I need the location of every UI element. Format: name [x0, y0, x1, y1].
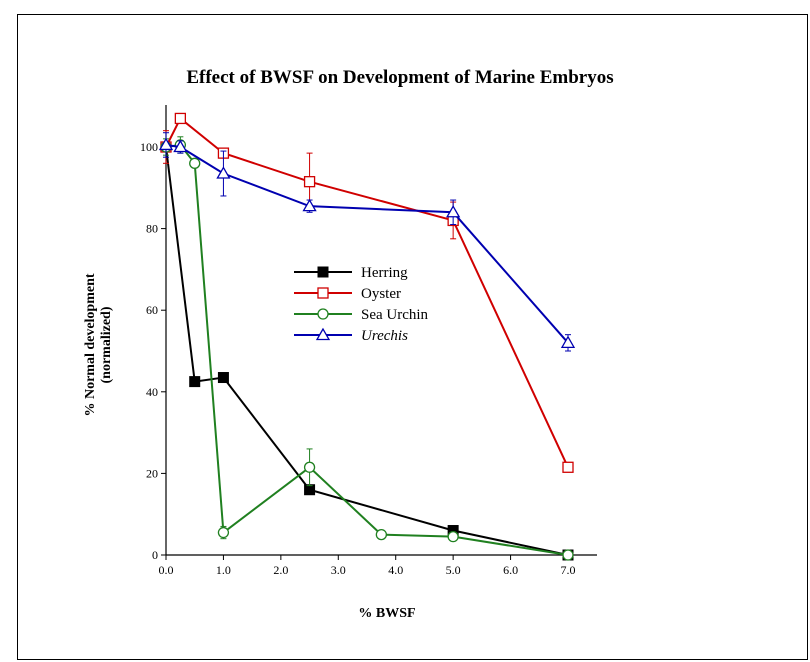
legend-item-oyster: Oyster — [294, 286, 401, 302]
data-point-oyster — [562, 461, 574, 473]
data-point-sea-urchin — [217, 526, 230, 539]
legend-item-urechis: Urechis — [294, 327, 408, 344]
data-point-sea-urchin — [562, 549, 574, 561]
y-tick-label: 20 — [146, 466, 158, 480]
legend-marker-oyster — [317, 287, 329, 299]
series-line-herring — [165, 146, 569, 556]
x-axis-label: % BWSF — [358, 606, 415, 621]
series-line-sea-urchin — [165, 143, 569, 556]
x-tick-label: 4.0 — [388, 563, 403, 577]
data-point-urechis — [446, 204, 461, 218]
x-tick-label: 3.0 — [331, 563, 346, 577]
legend-label-urechis: Urechis — [361, 328, 408, 344]
data-point-urechis — [302, 198, 317, 212]
legend-label-sea-urchin: Sea Urchin — [361, 307, 429, 323]
y-tick-label: 0 — [152, 548, 158, 562]
y-tick-label: 80 — [146, 222, 158, 236]
y-axis-label-line-2: (normalized) — [99, 306, 114, 383]
legend-item-sea-urchin: Sea Urchin — [294, 307, 429, 323]
data-point-sea-urchin — [303, 461, 316, 473]
data-point-sea-urchin — [375, 528, 388, 541]
x-tick-label: 7.0 — [561, 563, 576, 577]
y-tick-label: 60 — [146, 303, 158, 317]
series-herring — [160, 141, 574, 561]
chart-title: Effect of BWSF on Development of Marine … — [186, 67, 613, 88]
series-urechis — [158, 132, 576, 352]
x-tick-label: 0.0 — [159, 563, 174, 577]
y-tick-label: 100 — [140, 140, 158, 154]
data-point-urechis — [158, 137, 174, 151]
figure-frame — [17, 14, 808, 660]
data-point-urechis — [560, 335, 576, 348]
legend-marker-herring — [317, 266, 329, 278]
data-point-sea-urchin — [447, 530, 459, 543]
legend-marker-sea-urchin — [317, 308, 329, 320]
x-tick-label: 5.0 — [446, 563, 461, 577]
data-point-sea-urchin — [189, 157, 201, 169]
data-point-oyster — [174, 112, 187, 125]
y-axis-label-line-1: % Normal development — [83, 273, 98, 416]
legend-label-herring: Herring — [361, 265, 408, 281]
data-point-herring — [189, 376, 201, 388]
legend: Herring Oyster Sea Urchin Urechis — [294, 265, 429, 344]
data-point-herring — [217, 372, 229, 384]
series-sea-urchin — [160, 136, 574, 561]
y-tick-label: 40 — [146, 385, 158, 399]
legend-item-herring: Herring — [294, 265, 408, 281]
x-tick-label: 6.0 — [503, 563, 518, 577]
axes: 0 20 40 60 80 100 0.0 1.0 2.0 3.0 4.0 5.0 6.0 7.0 — [140, 105, 597, 577]
data-point-urechis — [216, 166, 231, 179]
legend-label-oyster: Oyster — [361, 286, 401, 302]
y-axis-label: % Normal development (normalized) — [83, 273, 114, 416]
legend-marker-urechis — [315, 327, 331, 341]
series-layer — [158, 112, 576, 561]
x-tick-label: 2.0 — [273, 563, 288, 577]
data-point-urechis — [173, 139, 188, 153]
data-point-herring — [304, 484, 316, 496]
x-tick-label: 1.0 — [216, 563, 231, 577]
data-point-oyster — [303, 176, 316, 188]
